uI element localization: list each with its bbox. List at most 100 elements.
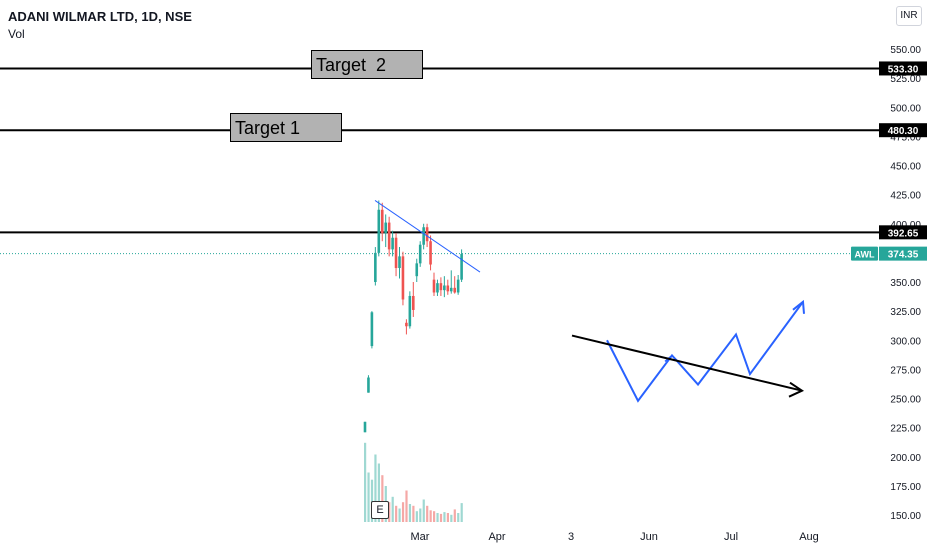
volume-bar [446,513,449,522]
y-tick-label: 500.00 [890,103,921,114]
volume-bar [388,502,391,522]
candle-body [432,279,436,293]
candle-body [380,209,384,234]
candle-body [377,209,381,253]
target-2-label[interactable]: Target 2 [311,50,423,79]
y-tick-label: 475.00 [890,132,921,143]
volume-bar [364,442,367,522]
y-tick-label: 250.00 [890,395,921,406]
candle-body [374,252,377,282]
level-price-label: 533.30 [888,64,919,75]
y-tick-label: 550.00 [890,45,921,56]
volume-bar [426,505,429,522]
volume-bar [391,496,394,522]
x-tick-label: Jun [640,531,658,543]
candle-body [401,256,405,300]
y-tick-label: 200.00 [890,453,921,464]
candle-body [418,244,422,264]
x-tick-label: Jul [724,531,738,543]
y-tick-label: 225.00 [890,424,921,435]
candle-body [394,237,398,269]
level-price-tag [879,61,927,76]
volume-bar [395,505,398,522]
candle-body [398,256,401,269]
volume-bar [439,513,443,522]
volume-bar [405,490,408,522]
target-1-label[interactable]: Target 1 [230,113,342,142]
y-tick-label: 300.00 [890,336,921,347]
candle-body [453,287,456,293]
volume-label: Vol [8,27,25,41]
volume-bar [443,512,446,522]
candle-body [429,241,432,265]
volume-bar [450,514,453,522]
x-tick-label: 3 [568,531,574,543]
volume-bar [433,511,436,522]
candle-body [460,254,463,280]
neckline-arrowhead [788,381,805,398]
candle-body [443,285,446,291]
candle-body [387,222,391,250]
volume-bar [408,504,412,522]
level-price-tag [879,225,927,240]
earnings-badge[interactable]: E [371,501,389,519]
ticker-tag-label: AWL [855,250,875,260]
volume-bar [377,463,380,522]
candle-body [367,377,370,393]
y-tick-label: 325.00 [890,307,921,318]
volume-bar [429,510,432,522]
volume-bar [367,472,370,522]
candle-body [405,322,408,327]
level-price-label: 480.30 [888,126,919,137]
y-tick-label: 400.00 [890,220,921,231]
projection-arrowhead [792,299,805,314]
level-price-tag [879,123,927,138]
volume-bar [398,508,401,522]
x-tick-label: Mar [411,531,430,543]
candle-body [391,237,394,250]
volume-bar [381,475,384,522]
candle-body [446,285,450,292]
volume-bar [422,499,425,522]
candle-body [412,295,415,310]
y-tick-label: 150.00 [890,511,921,522]
candle-body [422,227,425,245]
candle-body [384,222,387,234]
y-tick-label: 425.00 [890,191,921,202]
x-tick-label: Apr [488,531,505,543]
volume-bar [401,502,405,522]
currency-button[interactable]: INR [896,6,922,26]
y-tick-label: 350.00 [890,278,921,289]
y-tick-label: 175.00 [890,482,921,493]
candle-body [439,283,443,291]
candle-body [363,421,367,433]
volume-bar [419,508,422,522]
candle-body [415,263,419,277]
candle-body [449,287,453,292]
y-tick-label: 275.00 [890,365,921,376]
volume-bar [453,509,456,522]
symbol-title: ADANI WILMAR LTD, 1D, NSE [8,9,192,24]
volume-bar [412,505,415,522]
y-tick-label: 450.00 [890,162,921,173]
volume-bar [370,479,374,522]
price-axis [879,0,932,550]
candle-body [408,295,412,327]
neckline-arrow [571,334,803,392]
level-price-label: 392.65 [888,228,919,239]
x-tick-label: Aug [799,531,819,543]
volume-bar [374,454,377,522]
volume-bar [460,503,463,522]
volume-bar [415,511,418,522]
volume-bar [436,513,439,522]
volume-bar [457,513,460,522]
projection-path [606,301,804,403]
candle-body [425,227,429,242]
candle-body [370,312,374,347]
trendline [374,200,481,273]
candle-body [456,279,460,293]
last-price-tag [879,246,927,261]
candle-body [436,283,439,293]
y-tick-label: 525.00 [890,74,921,85]
